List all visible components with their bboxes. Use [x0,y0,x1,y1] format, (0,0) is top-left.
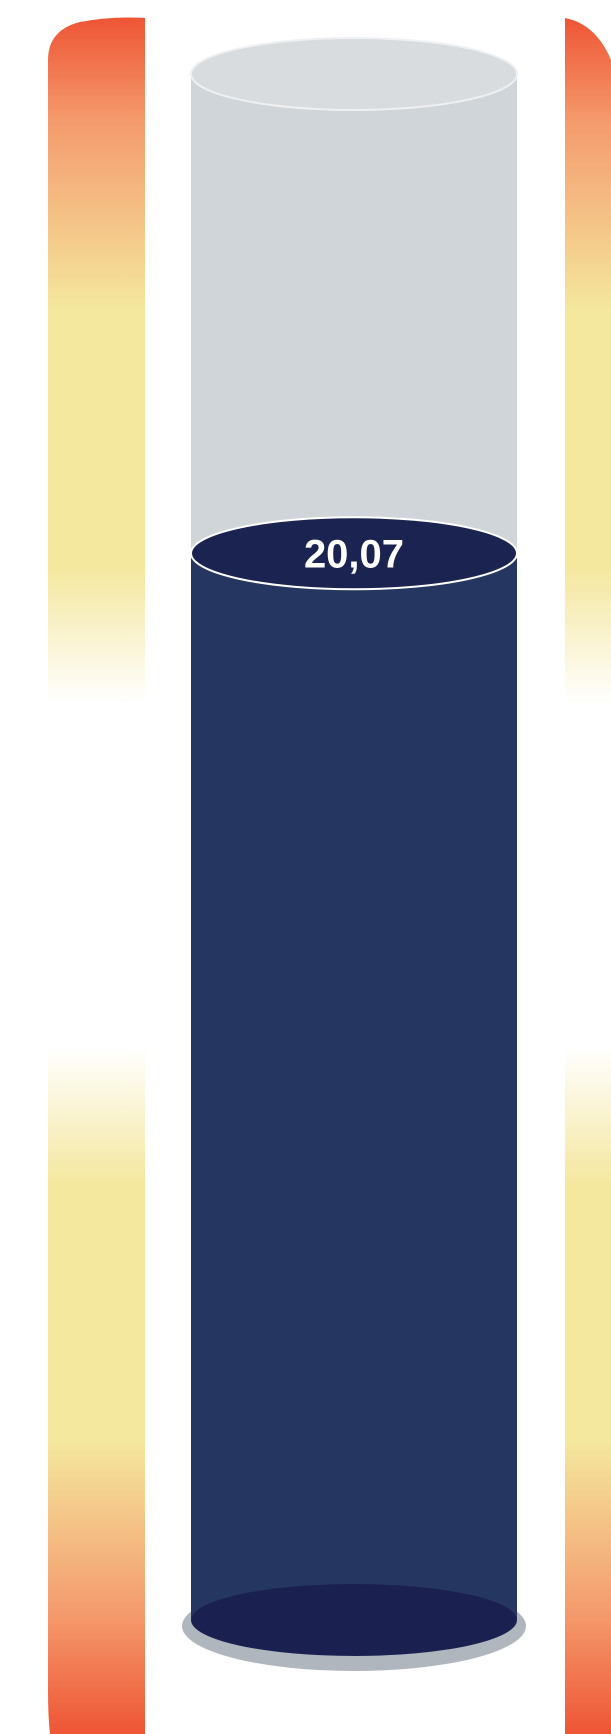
tube-empty-section [191,74,517,554]
liquid-bottom-cap [191,1584,517,1656]
liquid-surface [190,516,518,591]
liquid-column [191,553,517,1620]
tube-top-cap [190,37,518,111]
value-label: 20,07 [304,532,404,576]
tube: 20,07 [182,37,526,1671]
left-scale-band [48,17,145,1734]
right-scale-band [565,18,611,1734]
